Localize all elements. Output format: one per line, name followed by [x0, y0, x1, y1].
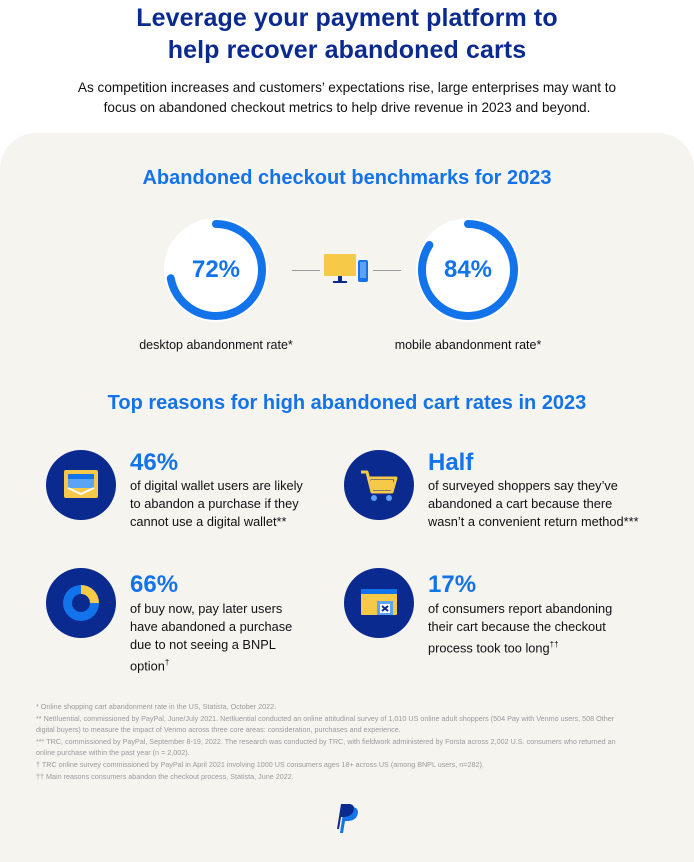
benchmarks-heading: Abandoned checkout benchmarks for 2023: [142, 167, 552, 189]
reason-4-line: their cart because the checkout: [428, 619, 606, 634]
reasons-heading: Top reasons for high abandoned cart rate…: [107, 392, 587, 414]
shopping-cart-icon: [344, 450, 414, 520]
reason-1-line: to abandon a purchase if they: [130, 496, 299, 511]
reason-3-text: of buy now, pay later users have abandon…: [130, 600, 350, 675]
reason-4-text: of consumers report abandoning their car…: [428, 600, 668, 657]
desktop-rate-label: desktop abandonment rate*: [139, 338, 293, 352]
intro-paragraph: As competition increases and customers’ …: [30, 78, 664, 118]
reason-4-line: process took too long††: [428, 636, 668, 657]
footnotes: * Online shopping cart abandonment rate …: [36, 702, 666, 783]
desktop-rate-ring: 72%: [160, 214, 272, 326]
reason-1-line: cannot use a digital wallet**: [130, 514, 287, 529]
browser-window-close-icon: [344, 568, 414, 638]
reason-2-line: of surveyed shoppers say they’ve: [428, 478, 618, 493]
desktop-and-mobile-devices-icon: [324, 254, 368, 283]
footnote: online purchase within the past year (n …: [36, 748, 190, 758]
footnote: † TRC online survey commissioned by PayP…: [36, 759, 484, 769]
desktop-rate-value: 72%: [191, 256, 241, 283]
mobile-rate-value: 84%: [443, 256, 493, 283]
footnote: digital buyers) to measure the impact of…: [36, 725, 401, 735]
reason-2-line: abandoned a cart because there: [428, 496, 613, 511]
reason-3-stat: 66%: [130, 571, 179, 598]
reason-3-line: of buy now, pay later users: [130, 601, 283, 616]
paypal-logo: [337, 804, 358, 833]
title-line-2: help recover abandoned carts: [167, 36, 527, 64]
reason-2-line: wasn’t a convenient return method***: [428, 514, 639, 529]
desktop-ring-graphic: [164, 218, 268, 322]
mobile-rate-label: mobile abandonment rate*: [394, 338, 542, 352]
reason-3-line-text: option: [130, 658, 165, 674]
reason-1-stat: 46%: [130, 449, 179, 476]
pie-chart-icon: [46, 568, 116, 638]
reason-2-stat: Half: [428, 449, 474, 476]
mobile-rate-ring: 84%: [412, 214, 524, 326]
page-title: Leverage your payment platform to help r…: [0, 2, 694, 66]
reason-4-footnote-mark: ††: [549, 640, 559, 649]
intro-line-1: As competition increases and customers’ …: [77, 80, 617, 95]
reason-1-text: of digital wallet users are likely to ab…: [130, 477, 350, 531]
footnote: †† Main reasons consumers abandon the ch…: [36, 771, 294, 781]
reason-3-line: have abandoned a purchase: [130, 619, 293, 634]
footnote: * Online shopping cart abandonment rate …: [36, 702, 277, 711]
title-line-1: Leverage your payment platform to: [136, 4, 558, 32]
reason-3-line: option†: [130, 654, 350, 675]
reason-2-text: of surveyed shoppers say they’ve abandon…: [428, 477, 668, 531]
footnote: *** TRC, commissioned by PayPal, Septemb…: [36, 736, 616, 746]
reason-1-line: of digital wallet users are likely: [130, 478, 303, 493]
digital-wallet-icon: [46, 450, 116, 520]
reason-4-stat: 17%: [428, 571, 477, 598]
intro-line-2: focus on abandoned checkout metrics to h…: [103, 100, 591, 115]
reason-4-line-text: process took too long: [428, 640, 550, 656]
connector-line-right: [373, 270, 401, 271]
footnote: ** NetIluential, commissioned by PayPal,…: [36, 713, 615, 723]
reason-3-line: due to not seeing a BNPL: [130, 637, 276, 652]
connector-line-left: [292, 270, 320, 271]
mobile-ring-graphic: [416, 218, 520, 322]
reason-3-footnote-mark: †: [164, 658, 170, 667]
reason-4-line: of consumers report abandoning: [428, 601, 613, 616]
